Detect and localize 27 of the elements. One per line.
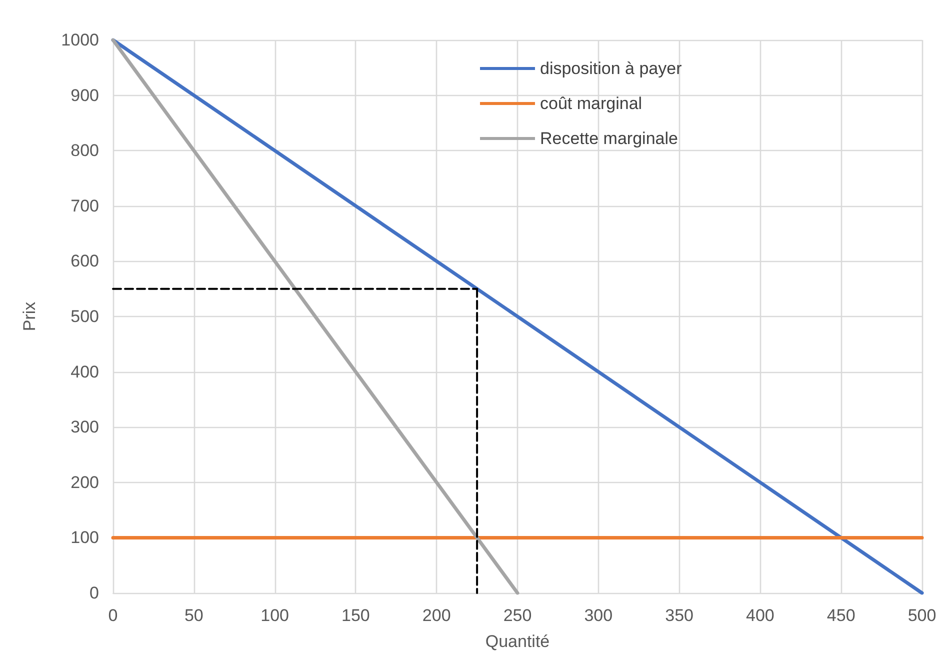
y-tick-label: 900 xyxy=(70,86,99,105)
x-tick-label: 500 xyxy=(908,606,936,625)
x-tick-label: 150 xyxy=(342,606,370,625)
y-tick-label: 400 xyxy=(70,362,99,382)
y-tick-label: 800 xyxy=(70,141,99,160)
legend-label: disposition à payer xyxy=(540,59,682,78)
x-axis-title: Quantité xyxy=(485,632,550,651)
y-tick-label: 1000 xyxy=(61,30,99,50)
x-tick-label: 200 xyxy=(422,606,451,625)
y-tick-label: 100 xyxy=(70,528,99,548)
y-tick-label: 0 xyxy=(90,584,99,602)
y-tick-label: 500 xyxy=(70,307,99,326)
legend-label: Recette marginale xyxy=(540,129,678,148)
x-tick-label: 450 xyxy=(826,606,856,625)
x-tick-label: 400 xyxy=(746,606,774,625)
y-tick-label: 700 xyxy=(70,196,99,216)
x-tick-label: 250 xyxy=(503,606,532,625)
x-tick-label: 0 xyxy=(108,606,118,625)
y-tick-label: 300 xyxy=(70,418,99,437)
x-tick-label: 300 xyxy=(584,606,613,625)
y-tick-label: 600 xyxy=(70,252,99,271)
legend-label: coût marginal xyxy=(540,94,642,113)
x-tick-label: 50 xyxy=(184,606,204,625)
x-tick-label: 350 xyxy=(665,606,694,625)
y-axis-title: Prix xyxy=(20,301,39,332)
x-tick-label: 100 xyxy=(260,606,289,625)
y-tick-label: 200 xyxy=(70,472,99,492)
